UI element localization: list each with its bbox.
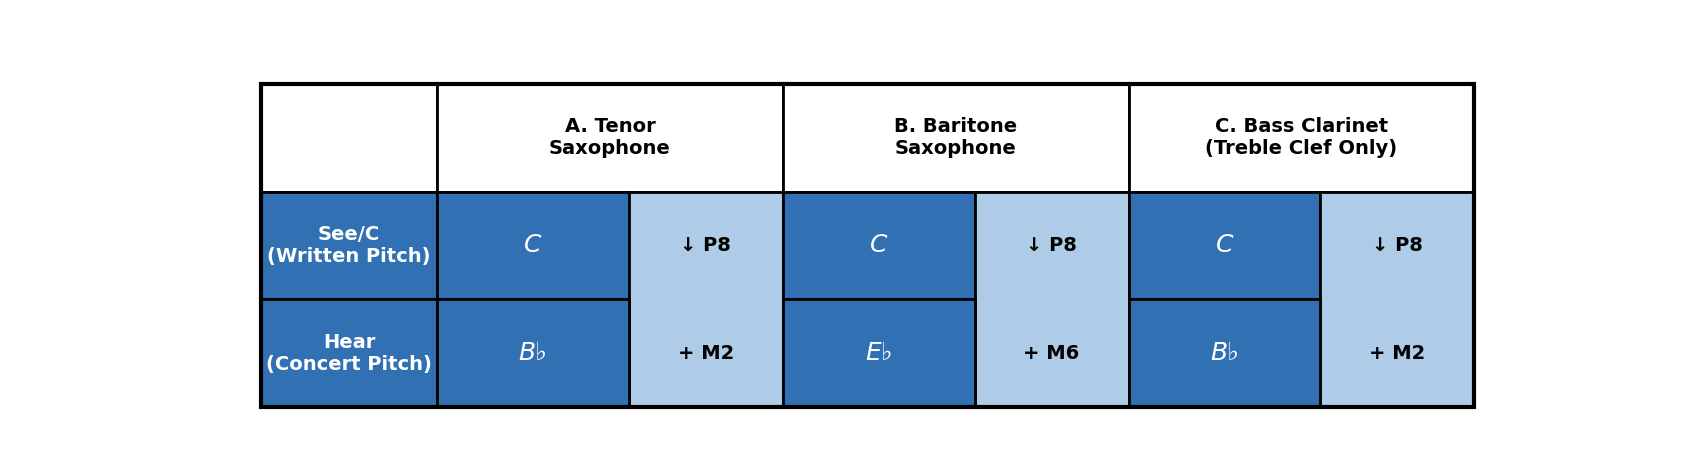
- Text: ↓ P8: ↓ P8: [1372, 236, 1423, 255]
- Text: + M2: + M2: [1369, 344, 1425, 363]
- Bar: [437, 299, 629, 407]
- Bar: [437, 84, 783, 191]
- Text: C: C: [525, 233, 541, 257]
- Bar: [1129, 299, 1320, 407]
- Text: Hear
(Concert Pitch): Hear (Concert Pitch): [266, 333, 431, 374]
- Text: B. Baritone
Saxophone: B. Baritone Saxophone: [893, 117, 1017, 158]
- Bar: [261, 84, 1474, 407]
- Bar: [1129, 191, 1320, 299]
- Text: C: C: [870, 233, 888, 257]
- Bar: [783, 84, 1129, 191]
- Text: B♭: B♭: [518, 341, 548, 365]
- Bar: [1129, 84, 1474, 191]
- Text: See/C
(Written Pitch): See/C (Written Pitch): [267, 225, 431, 266]
- Text: + M6: + M6: [1024, 344, 1079, 363]
- Text: + M2: + M2: [678, 344, 734, 363]
- Text: ↓ P8: ↓ P8: [1025, 236, 1078, 255]
- Text: A. Tenor
Saxophone: A. Tenor Saxophone: [548, 117, 670, 158]
- Text: ↓ P8: ↓ P8: [680, 236, 731, 255]
- Bar: [783, 191, 975, 299]
- Bar: [261, 84, 437, 191]
- Text: B♭: B♭: [1210, 341, 1239, 365]
- Bar: [437, 191, 629, 299]
- Text: C. Bass Clarinet
(Treble Clef Only): C. Bass Clarinet (Treble Clef Only): [1205, 117, 1398, 158]
- Bar: [261, 191, 437, 299]
- Text: C: C: [1217, 233, 1233, 257]
- Bar: [975, 191, 1129, 407]
- Bar: [1320, 191, 1474, 407]
- Bar: [261, 299, 437, 407]
- Bar: [629, 191, 783, 407]
- Bar: [783, 299, 975, 407]
- Text: E♭: E♭: [865, 341, 892, 365]
